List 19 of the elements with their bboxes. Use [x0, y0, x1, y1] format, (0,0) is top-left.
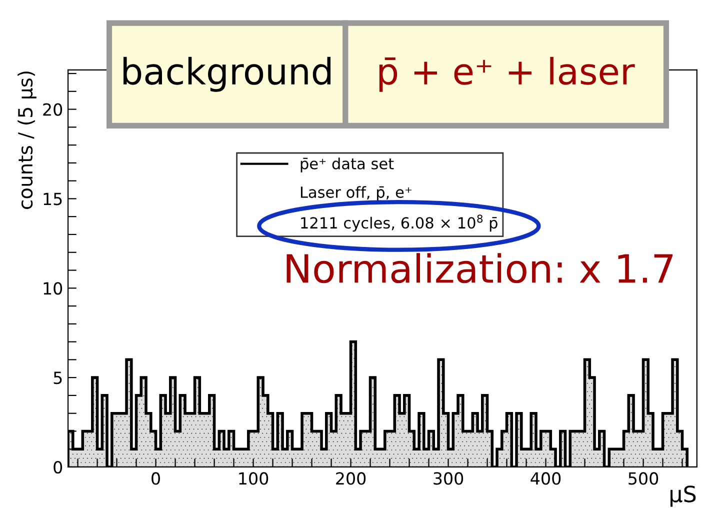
x-axis-title: µS	[670, 486, 696, 507]
x-tick-label: 100	[239, 472, 268, 485]
y-tick-label: 0	[54, 460, 62, 474]
text: p̄e⁺ data set	[300, 158, 394, 172]
y-tick-label: 20	[43, 103, 62, 116]
x-tick-label: 400	[530, 472, 561, 485]
x-tick-label: 500	[628, 472, 658, 485]
annotation: background	[124, 56, 331, 92]
x-tick-label: 300	[434, 472, 464, 485]
y-tick-label: 5	[54, 372, 62, 384]
annotation: Laser off, p̄, e⁺	[300, 186, 412, 201]
annotation: Normalization: x 1.7	[286, 253, 673, 284]
annotation: p̄ + e⁺ + laser	[379, 56, 635, 92]
y-tick-label: 15	[44, 192, 62, 206]
x-tick-label: 200	[336, 472, 366, 485]
x-tick-label: 0	[152, 472, 160, 485]
y-axis-title: counts / (5 µs)	[18, 72, 36, 209]
annotation: 1211 cycles, 6.08 × 10$^{8}$ p̄	[301, 214, 498, 232]
y-tick-label: 10	[44, 282, 62, 295]
